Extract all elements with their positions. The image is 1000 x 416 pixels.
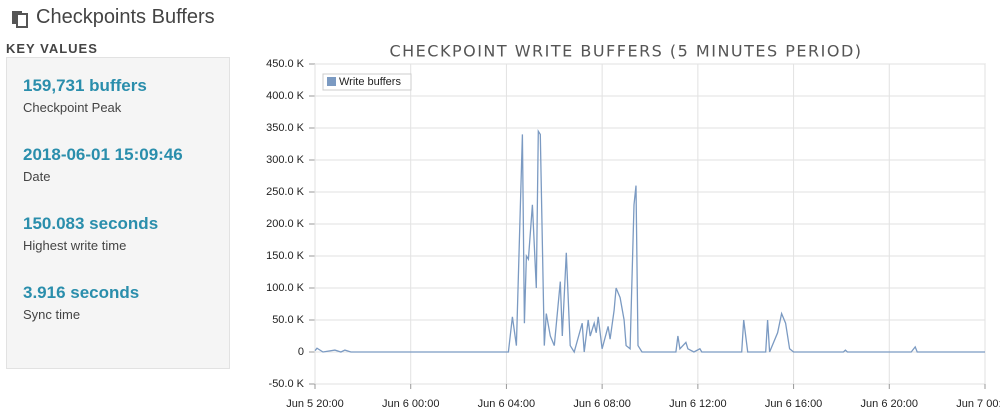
key-value-value: 3.916 seconds: [23, 283, 140, 302]
y-tick-label: 300.0 K: [266, 154, 305, 166]
key-value: 159,731 buffers Checkpoint Peak: [23, 76, 147, 115]
key-values-panel: 159,731 buffers Checkpoint Peak 2018-06-01…: [6, 57, 230, 369]
key-value: 3.916 seconds Sync time: [23, 283, 139, 322]
key-value-value: 2018-06-01 15:09:46: [23, 145, 183, 164]
x-tick-label: Jun 6 08:00: [573, 398, 631, 410]
key-value-value: 150.083 seconds: [23, 214, 159, 233]
x-tick-label: Jun 6 20:00: [861, 398, 919, 410]
y-tick-label: 0: [298, 346, 304, 358]
key-value-value: 159,731 buffers: [23, 76, 147, 95]
y-tick-label: 50.0 K: [272, 314, 304, 326]
page-title: Checkpoints Buffers: [36, 6, 215, 28]
y-tick-label: 200.0 K: [266, 218, 305, 230]
key-value: 150.083 seconds Highest write time: [23, 214, 158, 253]
y-tick-label: 150.0 K: [266, 250, 305, 262]
legend-swatch: [327, 77, 336, 86]
header: Checkpoints Buffers: [10, 6, 215, 29]
key-value-label: Highest write time: [23, 238, 127, 253]
series-line: [314, 128, 985, 354]
y-tick-label: 350.0 K: [266, 122, 305, 134]
x-tick-label: Jun 7 00:00: [956, 398, 1000, 410]
y-tick-label: 100.0 K: [266, 282, 305, 294]
chart-title: CHECKPOINT WRITE BUFFERS (5 MINUTES PERI…: [389, 42, 862, 61]
key-value: 2018-06-01 15:09:46 Date: [23, 145, 183, 184]
key-value-label: Sync time: [23, 307, 81, 322]
y-tick-label: 250.0 K: [266, 186, 305, 198]
y-tick-label: 400.0 K: [266, 90, 305, 102]
legend-label: Write buffers: [339, 76, 401, 88]
key-value-label: Checkpoint Peak: [23, 100, 122, 115]
x-tick-label: Jun 6 16:00: [765, 398, 823, 410]
icon: [12, 10, 28, 28]
y-tick-label: 450.0 K: [266, 58, 305, 70]
y-tick-label: -50.0 K: [269, 378, 305, 390]
x-tick-label: Jun 6 00:00: [382, 398, 440, 410]
x-tick-label: Jun 6 04:00: [478, 398, 536, 410]
section-title: KEY VALUES: [6, 41, 98, 56]
key-value-label: Date: [23, 169, 51, 184]
x-tick-label: Jun 6 12:00: [669, 398, 727, 410]
legend-box: [322, 73, 412, 91]
x-tick-label: Jun 5 20:00: [286, 398, 344, 410]
